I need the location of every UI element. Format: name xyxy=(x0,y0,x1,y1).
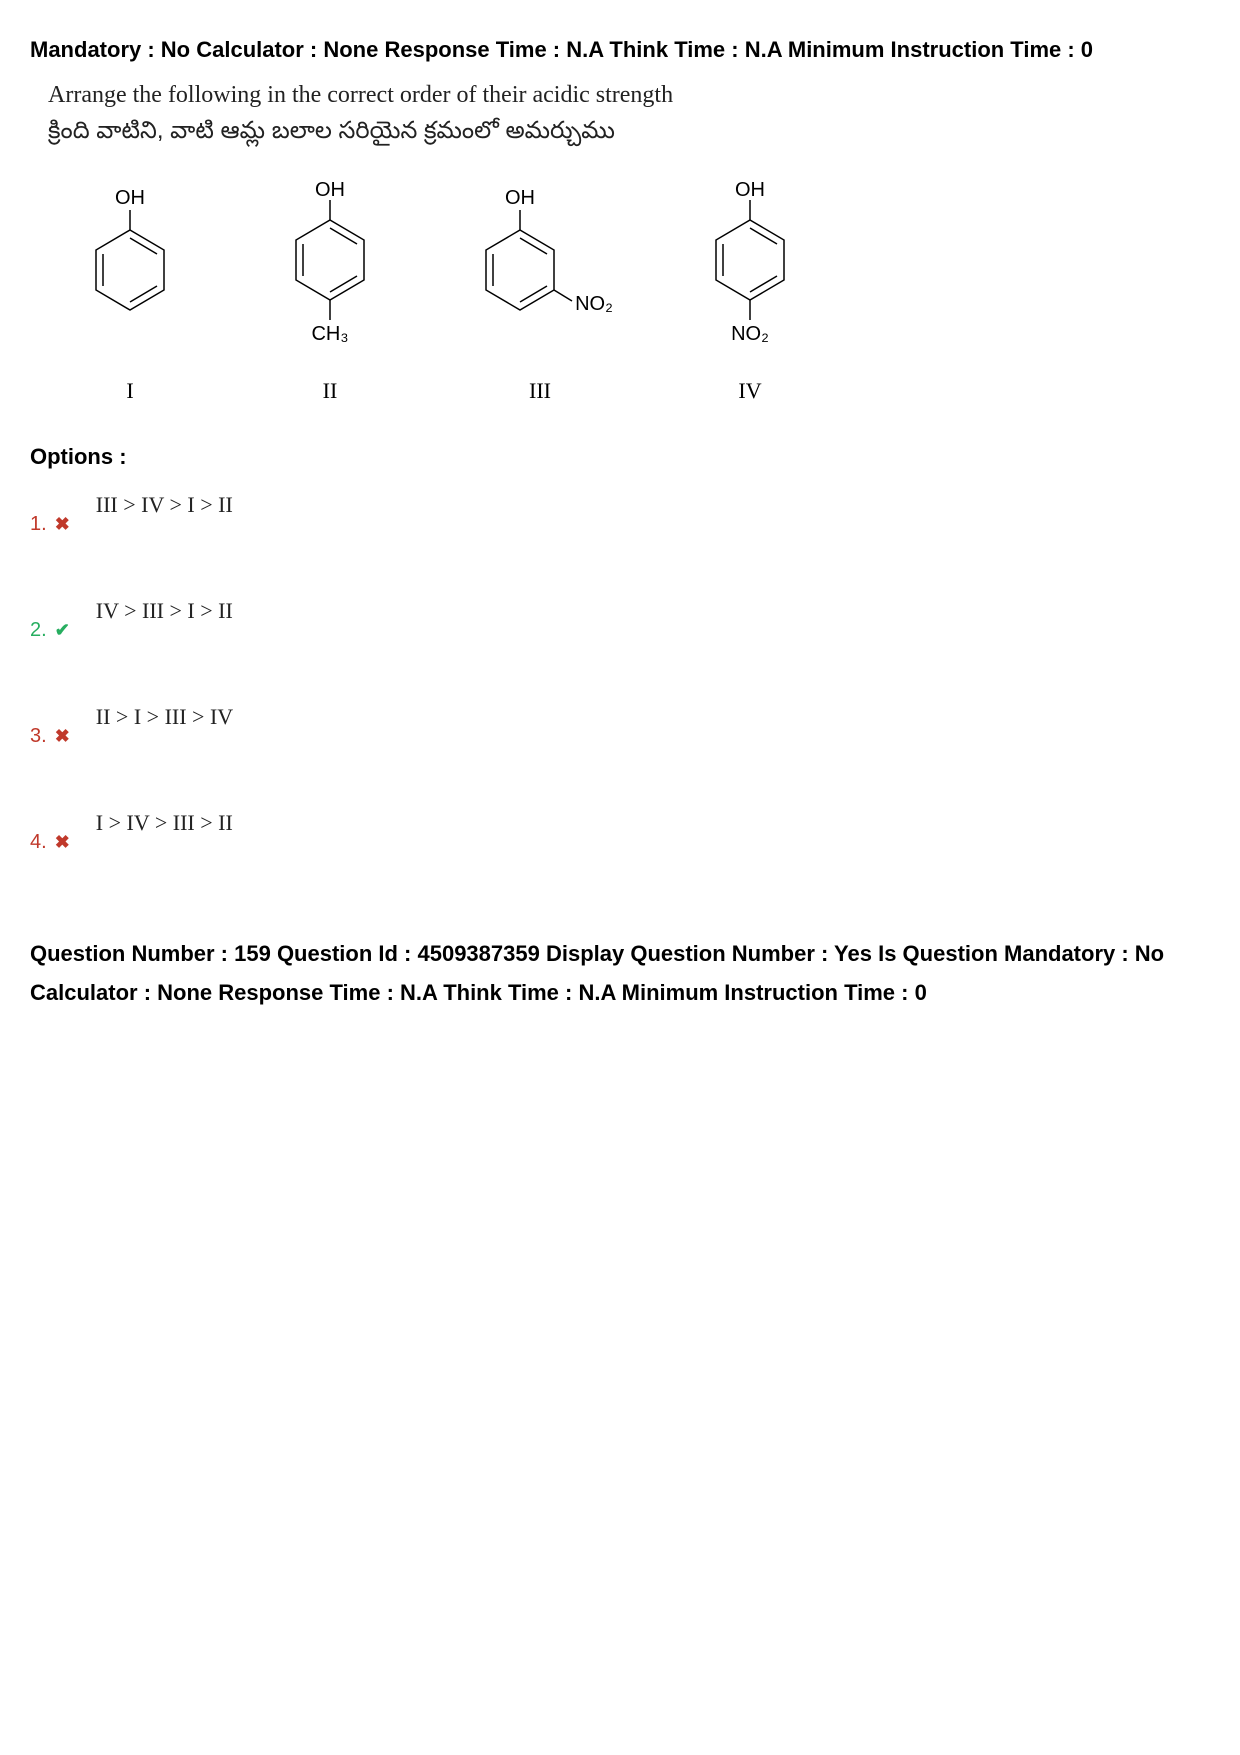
option-2-number: 2. xyxy=(30,619,47,642)
options-heading: Options : xyxy=(30,444,1210,470)
question-text-english: Arrange the following in the correct ord… xyxy=(48,82,1210,109)
wrong-icon: ✖ xyxy=(55,726,70,747)
structure-1-label: I xyxy=(126,378,133,404)
structure-4-label: IV xyxy=(738,378,761,404)
structure-3: OH NO₂ III xyxy=(460,180,620,404)
option-3: 3. ✖ II > I > III > IV xyxy=(30,722,1210,748)
wrong-icon: ✖ xyxy=(55,514,70,535)
structure-1: OH I xyxy=(60,180,200,404)
structure-2-label: II xyxy=(323,378,338,404)
option-1-text: III > IV > I > II xyxy=(96,492,233,518)
option-4-number: 4. xyxy=(30,831,47,854)
oh-label: OH xyxy=(315,180,345,201)
correct-icon: ✔ xyxy=(55,620,70,641)
oh-label: OH xyxy=(115,187,145,209)
option-1-number: 1. xyxy=(30,513,47,536)
bottom-meta: Question Number : 159 Question Id : 4509… xyxy=(30,934,1210,1013)
structure-3-label: III xyxy=(529,378,551,404)
option-4: 4. ✖ I > IV > III > II xyxy=(30,828,1210,854)
question-text-telugu: క్రింది వాటిని, వాటి ఆమ్ల బలాల సరియైన క్… xyxy=(48,117,1210,150)
top-meta: Mandatory : No Calculator : None Respons… xyxy=(30,30,1210,70)
ch3-label: CH₃ xyxy=(311,323,348,345)
structures-row: OH I OH CH₃ II xyxy=(60,180,1210,404)
option-2-text: IV > III > I > II xyxy=(96,598,233,624)
p-nitrophenol-svg: OH NO₂ xyxy=(680,180,820,360)
phenol-svg: OH xyxy=(60,180,200,360)
wrong-icon: ✖ xyxy=(55,832,70,853)
oh-label: OH xyxy=(505,187,535,209)
oh-label: OH xyxy=(735,180,765,201)
cresol-svg: OH CH₃ xyxy=(260,180,400,360)
structure-2: OH CH₃ II xyxy=(260,180,400,404)
option-3-text: II > I > III > IV xyxy=(96,704,233,730)
no2-label: NO₂ xyxy=(575,293,613,315)
no2-label: NO₂ xyxy=(731,323,769,345)
option-2: 2. ✔ IV > III > I > II xyxy=(30,616,1210,642)
option-4-text: I > IV > III > II xyxy=(96,810,233,836)
option-1: 1. ✖ III > IV > I > II xyxy=(30,510,1210,536)
m-nitrophenol-svg: OH NO₂ xyxy=(460,180,620,360)
option-3-number: 3. xyxy=(30,725,47,748)
structure-4: OH NO₂ IV xyxy=(680,180,820,404)
